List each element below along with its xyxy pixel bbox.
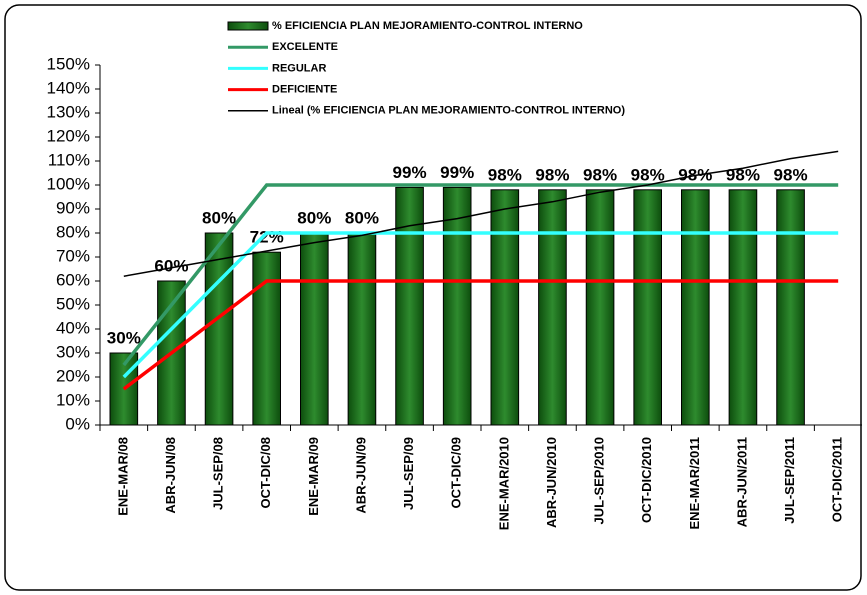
bar bbox=[395, 186, 424, 426]
legend-label: Lineal (% EFICIENCIA PLAN MEJORAMIENTO-C… bbox=[272, 105, 625, 117]
x-tick-label: JUL-SEP/08 bbox=[211, 437, 226, 510]
bar bbox=[538, 189, 567, 426]
y-tick-label: 30% bbox=[56, 342, 90, 361]
legend-label: DEFICIENTE bbox=[272, 84, 337, 96]
x-tick-label: ABR-JUN/09 bbox=[353, 437, 368, 514]
y-tick-label: 150% bbox=[47, 54, 90, 73]
bar bbox=[300, 232, 329, 426]
data-label: 98% bbox=[774, 165, 808, 184]
y-tick-label: 40% bbox=[56, 318, 90, 337]
bar bbox=[681, 189, 710, 426]
line bbox=[123, 150, 839, 277]
y-tick-label: 60% bbox=[56, 270, 90, 289]
bar bbox=[728, 189, 758, 426]
data-label: 30% bbox=[107, 328, 141, 347]
x-tick-label: ENE-MAR/2011 bbox=[687, 437, 702, 529]
line bbox=[122, 183, 839, 367]
y-tick-label: 130% bbox=[47, 102, 90, 121]
data-label: 98% bbox=[488, 165, 522, 184]
bar bbox=[442, 186, 472, 426]
data-label: 60% bbox=[154, 256, 188, 275]
y-tick-label: 140% bbox=[47, 78, 90, 97]
x-tick-label: JUL-SEP/2011 bbox=[782, 437, 797, 524]
chart-frame bbox=[4, 4, 862, 591]
x-tick-label: JUL-SEP/2010 bbox=[592, 437, 607, 524]
bar bbox=[633, 189, 662, 426]
y-tick-label: 80% bbox=[56, 222, 90, 241]
x-tick-label: ENE-MAR/09 bbox=[306, 437, 321, 516]
bar bbox=[585, 189, 615, 426]
bar bbox=[490, 189, 520, 426]
x-tick-label: ABR-JUN/2010 bbox=[544, 437, 559, 528]
y-tick-label: 10% bbox=[56, 390, 90, 409]
x-tick-label: ENE-MAR/08 bbox=[115, 437, 130, 516]
y-tick-label: 100% bbox=[47, 174, 90, 193]
data-label: 98% bbox=[583, 165, 617, 184]
data-label: 80% bbox=[202, 208, 236, 227]
y-tick-label: 0% bbox=[65, 414, 90, 433]
x-tick-label: OCT-DIC/09 bbox=[449, 437, 464, 509]
data-label: 80% bbox=[297, 208, 331, 227]
x-tick-label: JUL-SEP/09 bbox=[401, 437, 416, 510]
y-tick-label: 70% bbox=[56, 246, 90, 265]
y-tick-label: 20% bbox=[56, 366, 90, 385]
line bbox=[122, 231, 839, 379]
data-label: 98% bbox=[535, 165, 569, 184]
legend-label: % EFICIENCIA PLAN MEJORAMIENTO-CONTROL I… bbox=[272, 20, 583, 32]
data-label: 99% bbox=[440, 163, 474, 182]
legend-swatch bbox=[227, 21, 269, 31]
data-label: 98% bbox=[631, 165, 665, 184]
x-tick-label: ENE-MAR/2010 bbox=[496, 437, 511, 530]
data-label: 80% bbox=[345, 208, 379, 227]
x-tick-label: OCT-DIC/2011 bbox=[830, 437, 845, 522]
legend-label: EXCELENTE bbox=[272, 41, 338, 53]
y-tick-label: 50% bbox=[56, 294, 90, 313]
y-tick-label: 90% bbox=[56, 198, 90, 217]
x-tick-label: ABR-JUN/2011 bbox=[734, 437, 749, 527]
bar bbox=[776, 189, 805, 426]
bar bbox=[252, 251, 281, 426]
data-label: 99% bbox=[393, 163, 427, 182]
y-tick-label: 110% bbox=[48, 150, 90, 169]
x-tick-label: ABR-JUN/08 bbox=[163, 437, 178, 514]
x-tick-label: OCT-DIC/2010 bbox=[639, 437, 654, 523]
line bbox=[122, 279, 839, 391]
x-tick-label: OCT-DIC/08 bbox=[258, 437, 273, 509]
y-tick-label: 120% bbox=[47, 126, 90, 145]
bar bbox=[347, 232, 377, 426]
legend-label: REGULAR bbox=[272, 62, 326, 74]
